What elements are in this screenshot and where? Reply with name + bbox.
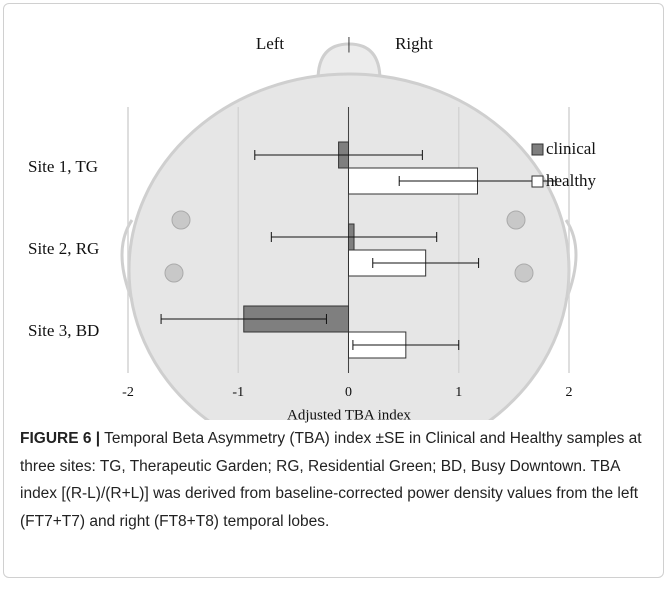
- x-tick-label: -1: [232, 385, 244, 400]
- legend-label: clinical: [546, 139, 596, 158]
- chart: Left | Right Adjusted TBA index -2 -1 0 1 2 S…: [28, 34, 597, 424]
- error-bar: [352, 340, 460, 350]
- legend-label: healthy: [546, 171, 597, 190]
- caption: FIGURE 6 | Temporal Beta Asymmetry (TBA)…: [20, 425, 650, 535]
- y-tick-label: Site 1, TG: [28, 157, 98, 176]
- error-bar: [372, 258, 480, 268]
- caption-label: FIGURE 6 |: [20, 430, 101, 447]
- error-bar: [160, 314, 327, 324]
- annotation-divider: |: [347, 34, 350, 53]
- legend-swatch: [531, 143, 544, 156]
- error-bar: [398, 176, 557, 186]
- x-tick-label: 0: [345, 385, 352, 400]
- figure-frame: [3, 3, 664, 578]
- annotation-right: Right: [395, 34, 433, 53]
- y-tick-label: Site 2, RG: [28, 239, 99, 258]
- error-bar: [270, 232, 438, 242]
- x-tick-label: -2: [122, 385, 134, 400]
- x-tick-label: 1: [455, 385, 462, 400]
- legend-swatch: [531, 175, 544, 188]
- x-axis-label: Adjusted TBA index: [287, 407, 411, 423]
- x-tick-label: 2: [566, 385, 573, 400]
- annotation-left: Left: [256, 34, 285, 53]
- caption-text: Temporal Beta Asymmetry (TBA) index ±SE …: [20, 430, 642, 530]
- error-bar: [254, 150, 423, 160]
- y-tick-label: Site 3, BD: [28, 321, 99, 340]
